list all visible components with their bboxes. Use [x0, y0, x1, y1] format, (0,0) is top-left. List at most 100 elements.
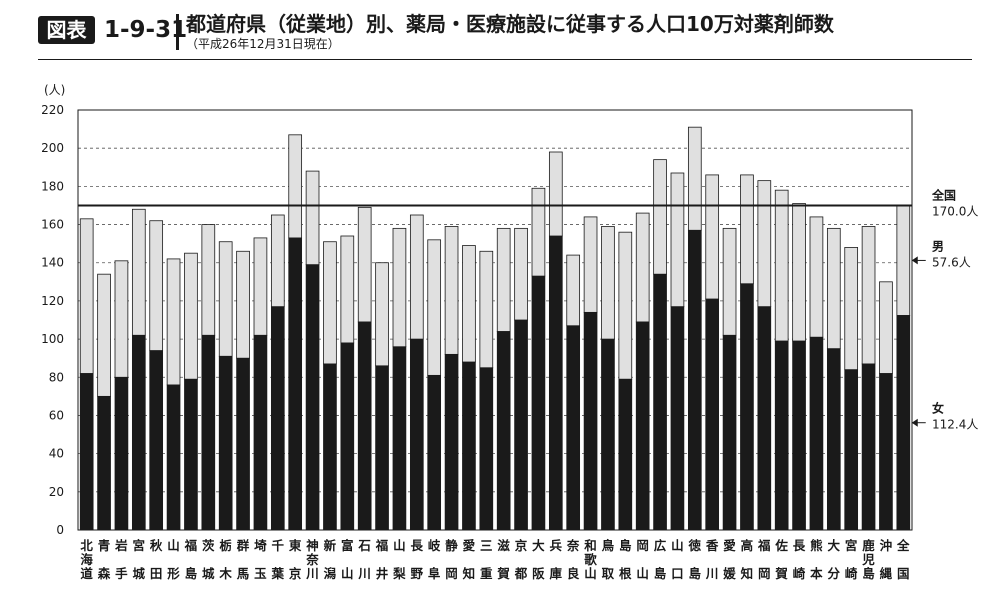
x-tick-label: 福 [757, 538, 771, 553]
x-tick-label: 取 [602, 566, 615, 581]
bar-male [670, 172, 685, 308]
figure-header: 図表 1-9-31 都道府県（従業地）別、薬局・医療施設に従事する人口10万対薬… [0, 0, 1000, 62]
bar-male [740, 174, 754, 285]
bar-female [427, 374, 442, 531]
x-tick-label: 高 [741, 538, 754, 553]
x-tick-label: 賀 [496, 566, 510, 581]
x-tick-label: 富 [341, 538, 354, 553]
x-tick-label: 崎 [793, 566, 806, 581]
x-tick-label: 賀 [774, 566, 788, 581]
bar-male [531, 187, 546, 277]
bar-male [79, 218, 94, 374]
bar-male [392, 227, 407, 348]
annotation-label: 男 [932, 239, 944, 253]
annotation-arrow-head [911, 256, 918, 265]
x-tick-label: 媛 [722, 566, 736, 581]
bar-female [340, 342, 355, 531]
y-tick-label: 0 [56, 523, 64, 537]
bar-female [566, 325, 581, 531]
x-tick-label: 福 [375, 538, 389, 553]
bar-female [583, 311, 598, 531]
bar-female [531, 275, 546, 531]
x-tick-label: 井 [376, 566, 389, 581]
x-tick-label: 三 [480, 538, 493, 553]
x-tick-label: 秋 [150, 538, 163, 553]
header-divider [176, 14, 179, 50]
x-tick-label: 山 [584, 566, 597, 581]
bar-female [722, 334, 737, 531]
bar-male [583, 216, 598, 313]
bar-male [514, 227, 528, 321]
bar-male [323, 241, 337, 365]
bar-male [236, 250, 250, 359]
x-tick-label: 川 [305, 566, 319, 581]
bar-female [236, 357, 250, 531]
bar-male [792, 203, 806, 342]
x-tick-label: 葉 [271, 566, 285, 581]
bar-female [462, 361, 476, 531]
x-tick-label: 海 [80, 552, 93, 567]
bar-male [566, 254, 581, 327]
x-tick-label: 宮 [133, 538, 146, 553]
x-tick-label: 千 [272, 538, 285, 553]
x-tick-label: 全 [896, 538, 910, 553]
bar-female [131, 334, 146, 531]
plot-frame [77, 109, 913, 531]
x-tick-label: 川 [357, 566, 371, 581]
bar-male [444, 226, 459, 355]
x-tick-label: 東 [289, 538, 302, 553]
x-tick-label: 佐 [774, 538, 788, 553]
bar-male [722, 227, 737, 336]
bar-male [861, 226, 876, 365]
bar-female [618, 378, 633, 531]
bar-male [427, 239, 442, 376]
x-tick-label: 分 [828, 566, 841, 581]
x-tick-label: 庫 [549, 566, 563, 581]
bar-male [288, 134, 303, 239]
bar-female [479, 367, 494, 531]
x-tick-label: 岡 [758, 566, 771, 581]
bar-female [323, 363, 337, 531]
x-tick-label: 縄 [880, 566, 893, 581]
annotation-value: 57.6人 [932, 255, 971, 269]
x-tick-label: 兵 [550, 538, 563, 553]
x-tick-label: 岡 [445, 566, 458, 581]
bar-female [879, 373, 893, 531]
x-tick-label: 青 [98, 538, 111, 553]
bar-female [496, 331, 511, 531]
bar-female [149, 350, 164, 531]
y-axis-unit: (人) [44, 83, 65, 97]
bar-male [97, 273, 111, 397]
y-tick-label: 100 [41, 332, 64, 346]
x-tick-label: 埼 [254, 538, 267, 553]
bar-female [548, 235, 563, 531]
x-tick-label: 鳥 [602, 538, 615, 553]
figure-title: 都道府県（従業地）別、薬局・医療施設に従事する人口10万対薬剤師数 [186, 12, 834, 36]
x-tick-label: 潟 [324, 566, 337, 581]
x-tick-label: 長 [793, 538, 806, 553]
bar-female [114, 376, 129, 531]
header-rule [38, 59, 972, 60]
x-tick-label: 歌 [584, 552, 597, 567]
x-tick-label: 玉 [254, 566, 267, 581]
x-tick-label: 大 [828, 538, 841, 553]
bar-male [687, 126, 702, 231]
bar-female [409, 338, 424, 531]
x-tick-label: 山 [393, 538, 406, 553]
annotation-label: 女 [932, 401, 944, 416]
x-tick-label: 城 [133, 566, 146, 581]
bar-female [444, 353, 459, 531]
x-tick-label: 岩 [114, 538, 128, 553]
bar-male [548, 151, 563, 237]
bar-male [844, 247, 859, 371]
national-average-label: 全国 [931, 187, 956, 202]
x-tick-label: 滋 [497, 538, 510, 553]
x-tick-label: 山 [671, 538, 684, 553]
figure-badge: 図表 [38, 16, 95, 44]
x-tick-label: 川 [705, 566, 719, 581]
y-tick-label: 180 [41, 179, 64, 193]
bar-female [757, 306, 772, 531]
bar-male [375, 262, 389, 367]
x-tick-label: 道 [80, 566, 93, 581]
x-tick-label: 京 [515, 538, 528, 553]
